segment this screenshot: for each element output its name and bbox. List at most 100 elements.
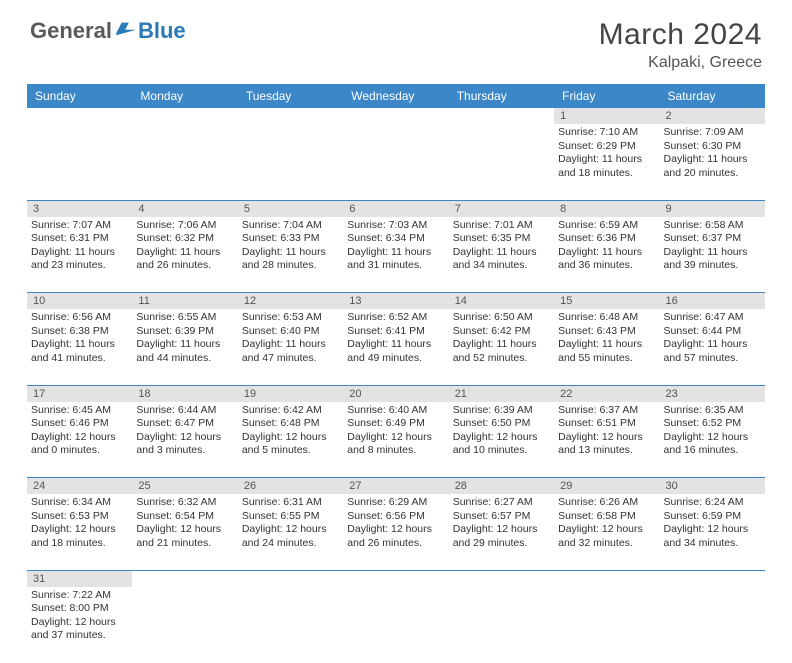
day-number-cell: 3 [27, 200, 132, 217]
day-number-cell: 11 [132, 293, 237, 310]
weekday-header: Saturday [660, 84, 765, 108]
info-line: and 37 minutes. [31, 629, 128, 643]
info-line: Daylight: 12 hours [136, 523, 233, 537]
day-number-cell: 12 [238, 293, 343, 310]
day-info-row: Sunrise: 7:07 AMSunset: 6:31 PMDaylight:… [27, 217, 765, 293]
day-info-cell: Sunrise: 6:52 AMSunset: 6:41 PMDaylight:… [343, 309, 448, 385]
day-number-cell [554, 570, 659, 587]
day-number-cell [238, 108, 343, 124]
info-line: Sunset: 6:55 PM [242, 510, 339, 524]
info-line: Sunrise: 6:50 AM [453, 311, 550, 325]
info-line: Daylight: 11 hours [31, 338, 128, 352]
info-line: and 31 minutes. [347, 259, 444, 273]
weekday-header: Tuesday [238, 84, 343, 108]
info-line: Sunset: 6:31 PM [31, 232, 128, 246]
info-line: Sunrise: 6:40 AM [347, 404, 444, 418]
day-info-row: Sunrise: 7:22 AMSunset: 8:00 PMDaylight:… [27, 587, 765, 663]
info-line: Sunrise: 6:48 AM [558, 311, 655, 325]
day-info-cell: Sunrise: 6:37 AMSunset: 6:51 PMDaylight:… [554, 402, 659, 478]
day-info-cell: Sunrise: 6:45 AMSunset: 6:46 PMDaylight:… [27, 402, 132, 478]
day-number-row: 12 [27, 108, 765, 124]
day-number-cell: 1 [554, 108, 659, 124]
info-line: and 34 minutes. [453, 259, 550, 273]
weekday-header: Wednesday [343, 84, 448, 108]
info-line: and 16 minutes. [664, 444, 761, 458]
info-line: Daylight: 12 hours [31, 616, 128, 630]
info-line: Daylight: 11 hours [453, 246, 550, 260]
brand-word1: General [30, 18, 112, 44]
day-number-cell: 8 [554, 200, 659, 217]
info-line: Sunrise: 6:39 AM [453, 404, 550, 418]
info-line: Sunrise: 6:26 AM [558, 496, 655, 510]
info-line: Daylight: 11 hours [664, 153, 761, 167]
info-line: Sunset: 6:49 PM [347, 417, 444, 431]
day-info-cell: Sunrise: 7:07 AMSunset: 6:31 PMDaylight:… [27, 217, 132, 293]
day-number-cell: 13 [343, 293, 448, 310]
page-header: General Blue March 2024 Kalpaki, Greece [0, 0, 792, 80]
day-info-row: Sunrise: 6:56 AMSunset: 6:38 PMDaylight:… [27, 309, 765, 385]
info-line: Daylight: 12 hours [31, 523, 128, 537]
day-number-cell [660, 570, 765, 587]
day-info-cell: Sunrise: 6:31 AMSunset: 6:55 PMDaylight:… [238, 494, 343, 570]
info-line: Daylight: 12 hours [31, 431, 128, 445]
info-line: and 57 minutes. [664, 352, 761, 366]
info-line: Sunrise: 6:47 AM [664, 311, 761, 325]
info-line: Daylight: 12 hours [558, 431, 655, 445]
day-info-cell: Sunrise: 6:27 AMSunset: 6:57 PMDaylight:… [449, 494, 554, 570]
calendar-table: Sunday Monday Tuesday Wednesday Thursday… [27, 84, 765, 663]
day-number-cell [132, 570, 237, 587]
info-line: Sunset: 6:38 PM [31, 325, 128, 339]
weekday-header: Friday [554, 84, 659, 108]
info-line: Daylight: 11 hours [453, 338, 550, 352]
info-line: Daylight: 11 hours [31, 246, 128, 260]
info-line: and 21 minutes. [136, 537, 233, 551]
location-text: Kalpaki, Greece [599, 54, 762, 72]
info-line: Sunset: 8:00 PM [31, 602, 128, 616]
day-number-cell: 16 [660, 293, 765, 310]
info-line: Sunrise: 6:27 AM [453, 496, 550, 510]
day-number-row: 31 [27, 570, 765, 587]
info-line: Sunrise: 7:07 AM [31, 219, 128, 233]
day-info-cell: Sunrise: 6:48 AMSunset: 6:43 PMDaylight:… [554, 309, 659, 385]
day-number-cell: 30 [660, 478, 765, 495]
day-info-cell: Sunrise: 6:56 AMSunset: 6:38 PMDaylight:… [27, 309, 132, 385]
info-line: Sunrise: 7:22 AM [31, 589, 128, 603]
day-info-cell [238, 587, 343, 663]
info-line: Daylight: 12 hours [664, 431, 761, 445]
info-line: Daylight: 11 hours [558, 246, 655, 260]
info-line: Sunset: 6:37 PM [664, 232, 761, 246]
info-line: Sunset: 6:42 PM [453, 325, 550, 339]
info-line: Sunset: 6:56 PM [347, 510, 444, 524]
day-info-cell [449, 587, 554, 663]
day-info-cell [343, 124, 448, 200]
day-number-cell: 25 [132, 478, 237, 495]
info-line: Sunset: 6:58 PM [558, 510, 655, 524]
info-line: Daylight: 12 hours [242, 431, 339, 445]
day-info-cell: Sunrise: 7:03 AMSunset: 6:34 PMDaylight:… [343, 217, 448, 293]
info-line: and 23 minutes. [31, 259, 128, 273]
info-line: Sunrise: 6:59 AM [558, 219, 655, 233]
day-number-row: 17181920212223 [27, 385, 765, 402]
info-line: Daylight: 11 hours [136, 338, 233, 352]
day-number-cell: 2 [660, 108, 765, 124]
info-line: and 36 minutes. [558, 259, 655, 273]
info-line: Sunset: 6:52 PM [664, 417, 761, 431]
day-info-cell [343, 587, 448, 663]
month-title: March 2024 [599, 18, 762, 52]
info-line: Daylight: 12 hours [453, 431, 550, 445]
info-line: Sunrise: 6:52 AM [347, 311, 444, 325]
day-number-cell: 5 [238, 200, 343, 217]
info-line: and 55 minutes. [558, 352, 655, 366]
day-info-cell: Sunrise: 6:29 AMSunset: 6:56 PMDaylight:… [343, 494, 448, 570]
day-number-cell: 27 [343, 478, 448, 495]
info-line: Sunset: 6:47 PM [136, 417, 233, 431]
info-line: Daylight: 11 hours [347, 338, 444, 352]
info-line: Sunrise: 7:01 AM [453, 219, 550, 233]
info-line: and 13 minutes. [558, 444, 655, 458]
day-info-cell [238, 124, 343, 200]
info-line: Sunset: 6:50 PM [453, 417, 550, 431]
day-number-cell: 17 [27, 385, 132, 402]
info-line: Sunset: 6:57 PM [453, 510, 550, 524]
info-line: Daylight: 12 hours [347, 523, 444, 537]
info-line: Daylight: 11 hours [136, 246, 233, 260]
